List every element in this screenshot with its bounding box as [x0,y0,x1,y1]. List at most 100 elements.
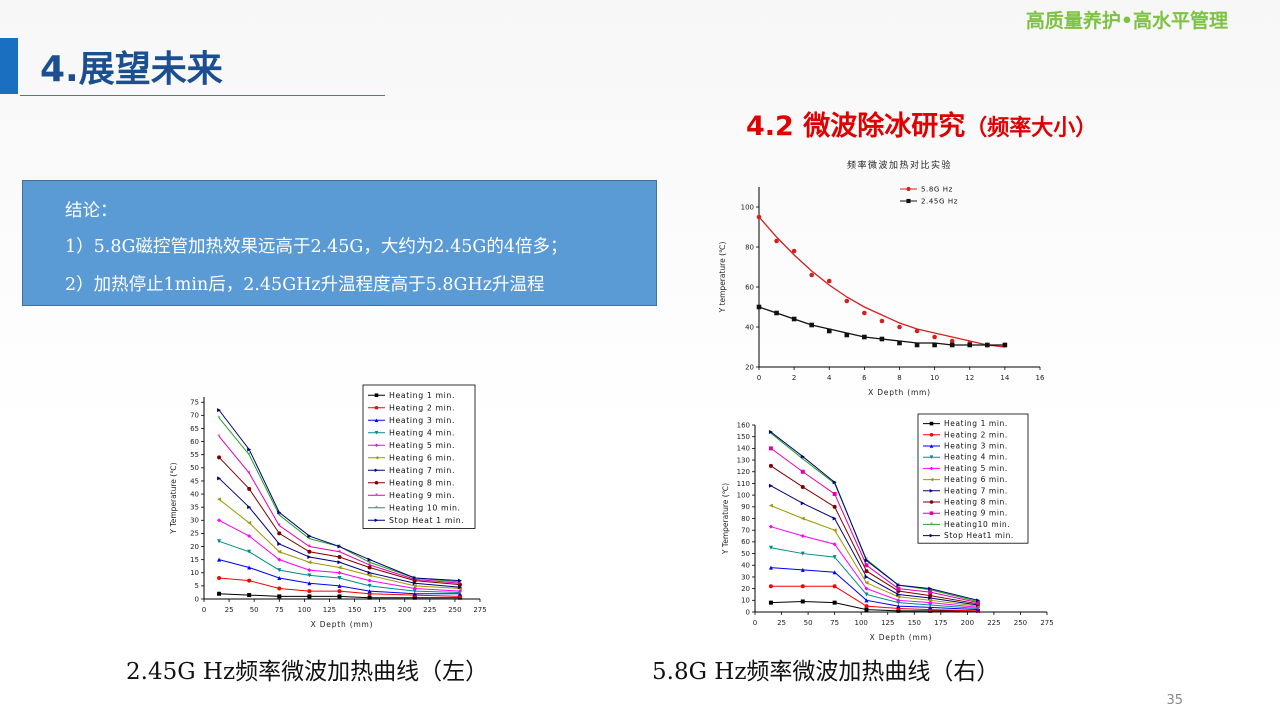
data-point [768,430,773,435]
legend-box [362,384,476,529]
data-point [832,542,837,547]
data-point: * [248,470,251,477]
data-point [832,480,837,485]
x-tick-label: 75 [830,619,839,627]
x-tick-label: 175 [934,619,947,627]
data-point [914,342,920,348]
x-tick-label: 2 [792,374,796,382]
data-point [367,578,372,583]
data-point [337,570,342,575]
series-line [218,519,460,592]
data-point [800,534,805,539]
data-point [307,534,312,539]
y-tick-label: 65 [190,425,199,433]
series-line [218,477,460,588]
legend-label: 2.45G Hz [921,197,958,205]
series-11 [217,408,462,583]
data-point [864,580,869,585]
series-line [218,456,460,586]
x-axis-label: X Depth (mm) [311,620,374,629]
data-point [864,604,869,609]
data-point [1002,342,1008,348]
data-point [800,501,805,506]
data-point [864,592,869,597]
legend-label: Heating 6 min. [944,475,1008,484]
data-point [367,589,372,594]
data-point [337,594,342,599]
series-line [218,409,460,582]
data-point [864,563,869,568]
data-point [896,608,901,613]
series-2 [756,304,1008,348]
series-line [218,559,460,595]
legend-marker [374,518,379,523]
legend-marker [929,433,934,437]
data-point [217,408,222,413]
data-point [217,476,222,481]
data-point [800,599,805,604]
data-point [809,322,814,328]
data-point [864,598,869,603]
x-tick-label: 150 [908,619,921,627]
series-3 [217,557,462,596]
data-point [307,589,312,594]
conclusion-line-1: 1）5.8G磁控管加热效果远高于2.45G，大约为2.45G的4倍多； [65,237,568,257]
y-tick-label: 30 [190,517,199,525]
data-point [896,586,901,591]
data-point [307,594,312,599]
data-point [277,557,282,562]
data-point: * [458,579,461,586]
legend-marker [929,500,934,504]
chart-heating-245ghz-svg: 0 25 50 75 100 125 150 175 200 225 250 275 0 5 10 15 20 2… [169,384,487,629]
conclusion-line-2: 2）加热停止1min后，2.45GHz升温程度高于5.8GHz升温程 [65,275,545,295]
y-tick-label: 45 [190,477,199,485]
series-6 [217,497,462,591]
data-point [367,557,372,562]
data-point [307,568,312,573]
legend-label: Heating 8 min. [944,498,1008,507]
y-tick-label: 130 [737,456,750,464]
data-point [367,595,372,600]
data-point [800,484,805,489]
legend-label: Heating 4 min. [944,453,1008,462]
data-point [928,605,933,610]
section-subtitle-main: 4.2 微波除冰研究 [746,111,966,142]
data-point [844,332,850,338]
series-9 [768,446,980,605]
data-point [791,316,797,322]
series-11 [768,430,980,603]
data-point [928,598,933,603]
data-point [367,573,372,578]
y-tick-label: 20 [741,585,750,593]
y-tick-label: 35 [190,504,199,512]
legend-marker [374,405,379,410]
data-point: * [413,576,416,583]
x-tick-label: 200 [398,606,411,614]
data-point [337,555,342,560]
data-point [949,338,955,344]
x-tick-label: 225 [987,619,1000,627]
data-point [768,545,773,550]
y-tick-label: 140 [737,445,750,453]
legend-label: Heating 3 min. [389,416,455,425]
x-tick-label: 8 [897,374,901,382]
x-tick-label: 50 [250,606,259,614]
data-point: * [278,523,281,530]
data-point [932,334,937,340]
data-point [217,591,222,596]
data-point [277,541,282,546]
data-point [800,551,805,556]
data-point [247,447,252,452]
data-point [307,573,312,578]
data-point [247,520,252,525]
data-point [832,570,837,575]
data-point: * [458,580,461,587]
data-point [896,594,901,599]
data-point [844,298,850,304]
x-tick-label: 0 [753,619,757,627]
legend-label: Heating 10 min. [389,503,461,512]
series-8 [217,455,462,587]
y-tick-label: 0 [195,595,199,603]
y-tick-label: 75 [190,399,199,407]
data-point [217,518,222,523]
